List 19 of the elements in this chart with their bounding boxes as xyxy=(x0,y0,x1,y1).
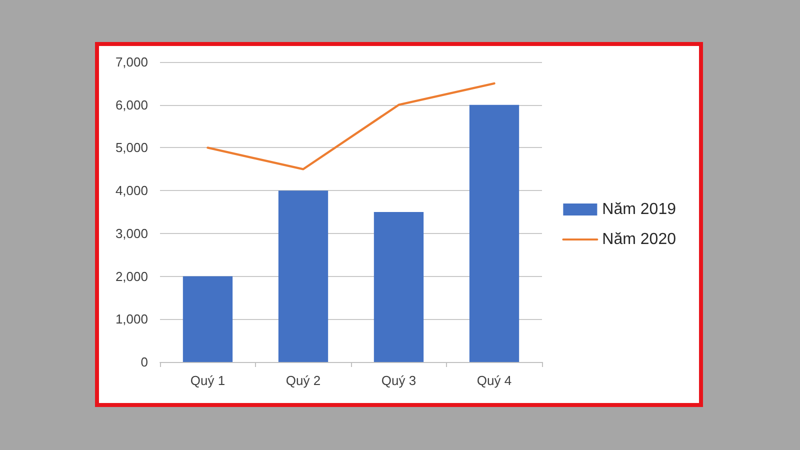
y-tick-label: 0 xyxy=(140,354,148,370)
bar xyxy=(278,190,328,362)
bar xyxy=(374,212,424,362)
x-tick-label: Quý 2 xyxy=(286,373,321,388)
y-tick-label: 6,000 xyxy=(115,97,148,112)
line-series xyxy=(206,82,496,170)
y-tick-label: 1,000 xyxy=(115,312,148,327)
bar xyxy=(182,276,233,362)
x-tick-label: Quý 3 xyxy=(381,373,416,388)
legend-label: Năm 2019 xyxy=(602,201,676,218)
y-tick-label: 3,000 xyxy=(115,226,148,241)
y-tick-label: 7,000 xyxy=(115,54,148,70)
legend-label: Năm 2020 xyxy=(602,231,676,248)
x-tick-label: Quý 1 xyxy=(190,373,226,388)
x-tick-label: Quý 4 xyxy=(476,373,512,388)
y-tick-label: 5,000 xyxy=(115,140,148,156)
y-tick-label: 4,000 xyxy=(115,183,148,198)
bar xyxy=(469,104,520,362)
y-tick-label: 2,000 xyxy=(115,268,148,284)
